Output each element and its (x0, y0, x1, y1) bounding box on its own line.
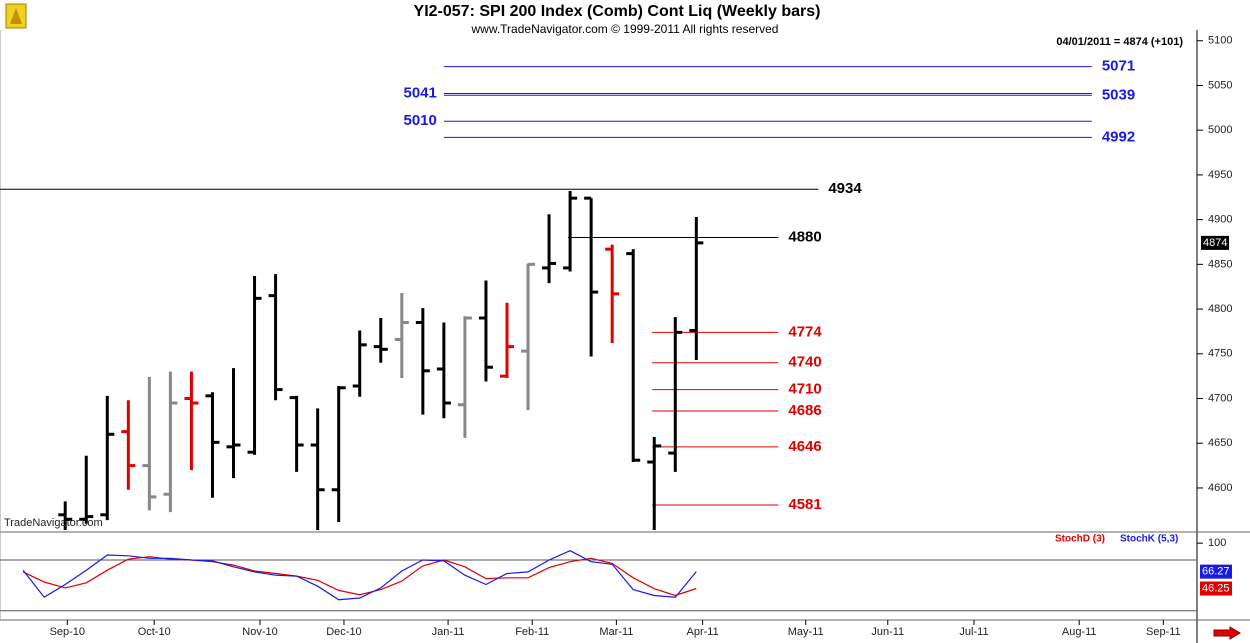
x-tick-label: Aug-11 (1062, 626, 1097, 638)
x-tick-label: Mar-11 (599, 626, 633, 638)
last-value-label: 66.27 (1202, 566, 1230, 578)
y-tick-label: 4650 (1208, 437, 1232, 449)
y-tick-label: 4600 (1208, 482, 1232, 494)
x-tick-label: Dec-10 (326, 626, 361, 638)
last-price-label: 4874 (1203, 237, 1227, 249)
y-tick-label: 4800 (1208, 303, 1232, 315)
x-tick-label: May-11 (788, 626, 824, 638)
y-tick-label: 5000 (1208, 124, 1232, 136)
stoch-line (22, 556, 697, 597)
level-label: 4934 (828, 180, 862, 197)
stoch-line (22, 550, 697, 601)
status: 04/01/2011 = 4874 (+101) (1056, 36, 1183, 48)
stoch-plot (0, 550, 1197, 612)
x-tick-label: Sep-11 (1146, 626, 1181, 638)
y-tick-label: 4900 (1208, 214, 1232, 226)
level-label: 4774 (788, 323, 822, 340)
level-label: 5010 (404, 112, 437, 129)
title: YI2-057: SPI 200 Index (Comb) Cont Liq (… (414, 3, 821, 20)
watermark: TradeNavigator.com (4, 517, 103, 529)
level-label: 5041 (404, 84, 437, 101)
x-tick-label: Jun-11 (871, 626, 904, 638)
y-tick-label: 4700 (1208, 392, 1232, 404)
price-plot (0, 66, 1092, 530)
level-label: 5039 (1102, 86, 1135, 103)
level-label: 4880 (788, 228, 821, 245)
level-label: 4992 (1102, 128, 1135, 145)
y-tick-label: 4850 (1208, 258, 1232, 270)
legend-entry: StochD (3) (1055, 534, 1105, 545)
y-tick-label: 4750 (1208, 348, 1232, 360)
level-label: 4740 (788, 354, 821, 371)
level-label: 4710 (788, 381, 821, 398)
last-value-box (1200, 564, 1232, 579)
y-tick-label: 4950 (1208, 169, 1232, 181)
x-tick-label: Oct-10 (138, 626, 171, 638)
level-label: 5071 (1102, 58, 1135, 75)
level-label: 4686 (788, 402, 821, 419)
legend-entry: StochK (5,3) (1120, 534, 1178, 545)
last-value-label: 46.25 (1202, 582, 1230, 594)
subtitle: www.TradeNavigator.com © 1999-2011 All r… (471, 22, 779, 36)
last-price-box (1201, 235, 1229, 250)
x-tick-label: Feb-11 (515, 626, 549, 638)
x-tick-label: Nov-10 (242, 626, 277, 638)
x-tick-label: Jan-11 (432, 626, 465, 638)
level-label: 4581 (788, 496, 821, 513)
y-tick-label: 100 (1208, 537, 1226, 549)
y-tick-label: 5050 (1208, 79, 1232, 91)
logo (5, 3, 27, 29)
x-tick-label: Jul-11 (959, 626, 988, 638)
x-tick-label: Apr-11 (687, 626, 719, 638)
x-tick-label: Sep-10 (50, 626, 85, 638)
y-tick-label: 5100 (1208, 35, 1232, 47)
level-label: 4646 (788, 438, 821, 455)
scroll-arrow[interactable] (1212, 626, 1241, 640)
last-value-box (1200, 581, 1232, 596)
